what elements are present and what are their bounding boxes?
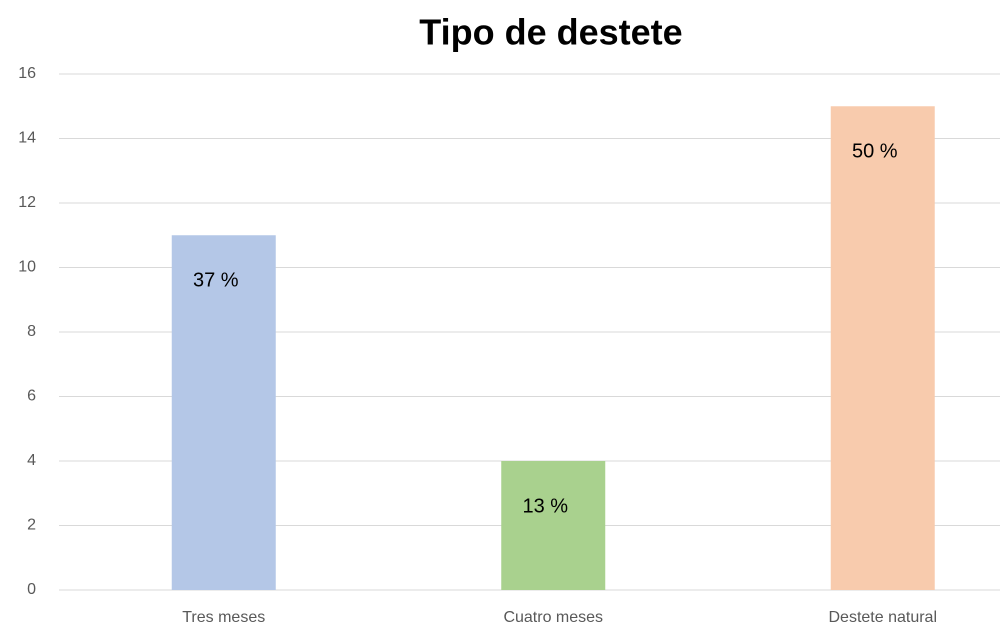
y-tick-label: 6 [27,388,36,405]
y-tick-label: 2 [27,517,36,534]
bar [171,235,276,590]
data-label: 13 % [522,495,568,517]
y-tick-label: 16 [18,65,36,82]
y-tick-label: 10 [18,259,36,276]
data-label: 37 % [193,270,239,292]
x-tick-label: Destete natural [828,609,937,626]
y-tick-label: 8 [27,323,36,340]
y-tick-label: 14 [18,130,36,147]
chart-title: Tipo de destete [419,12,682,53]
y-tick-label: 12 [18,194,36,211]
x-tick-label: Tres meses [182,609,265,626]
y-tick-label: 0 [27,581,36,598]
x-tick-label: Cuatro meses [503,609,603,626]
data-label: 50 % [852,141,898,163]
bar [830,106,935,590]
y-tick-label: 4 [27,452,36,469]
bar [501,461,606,590]
